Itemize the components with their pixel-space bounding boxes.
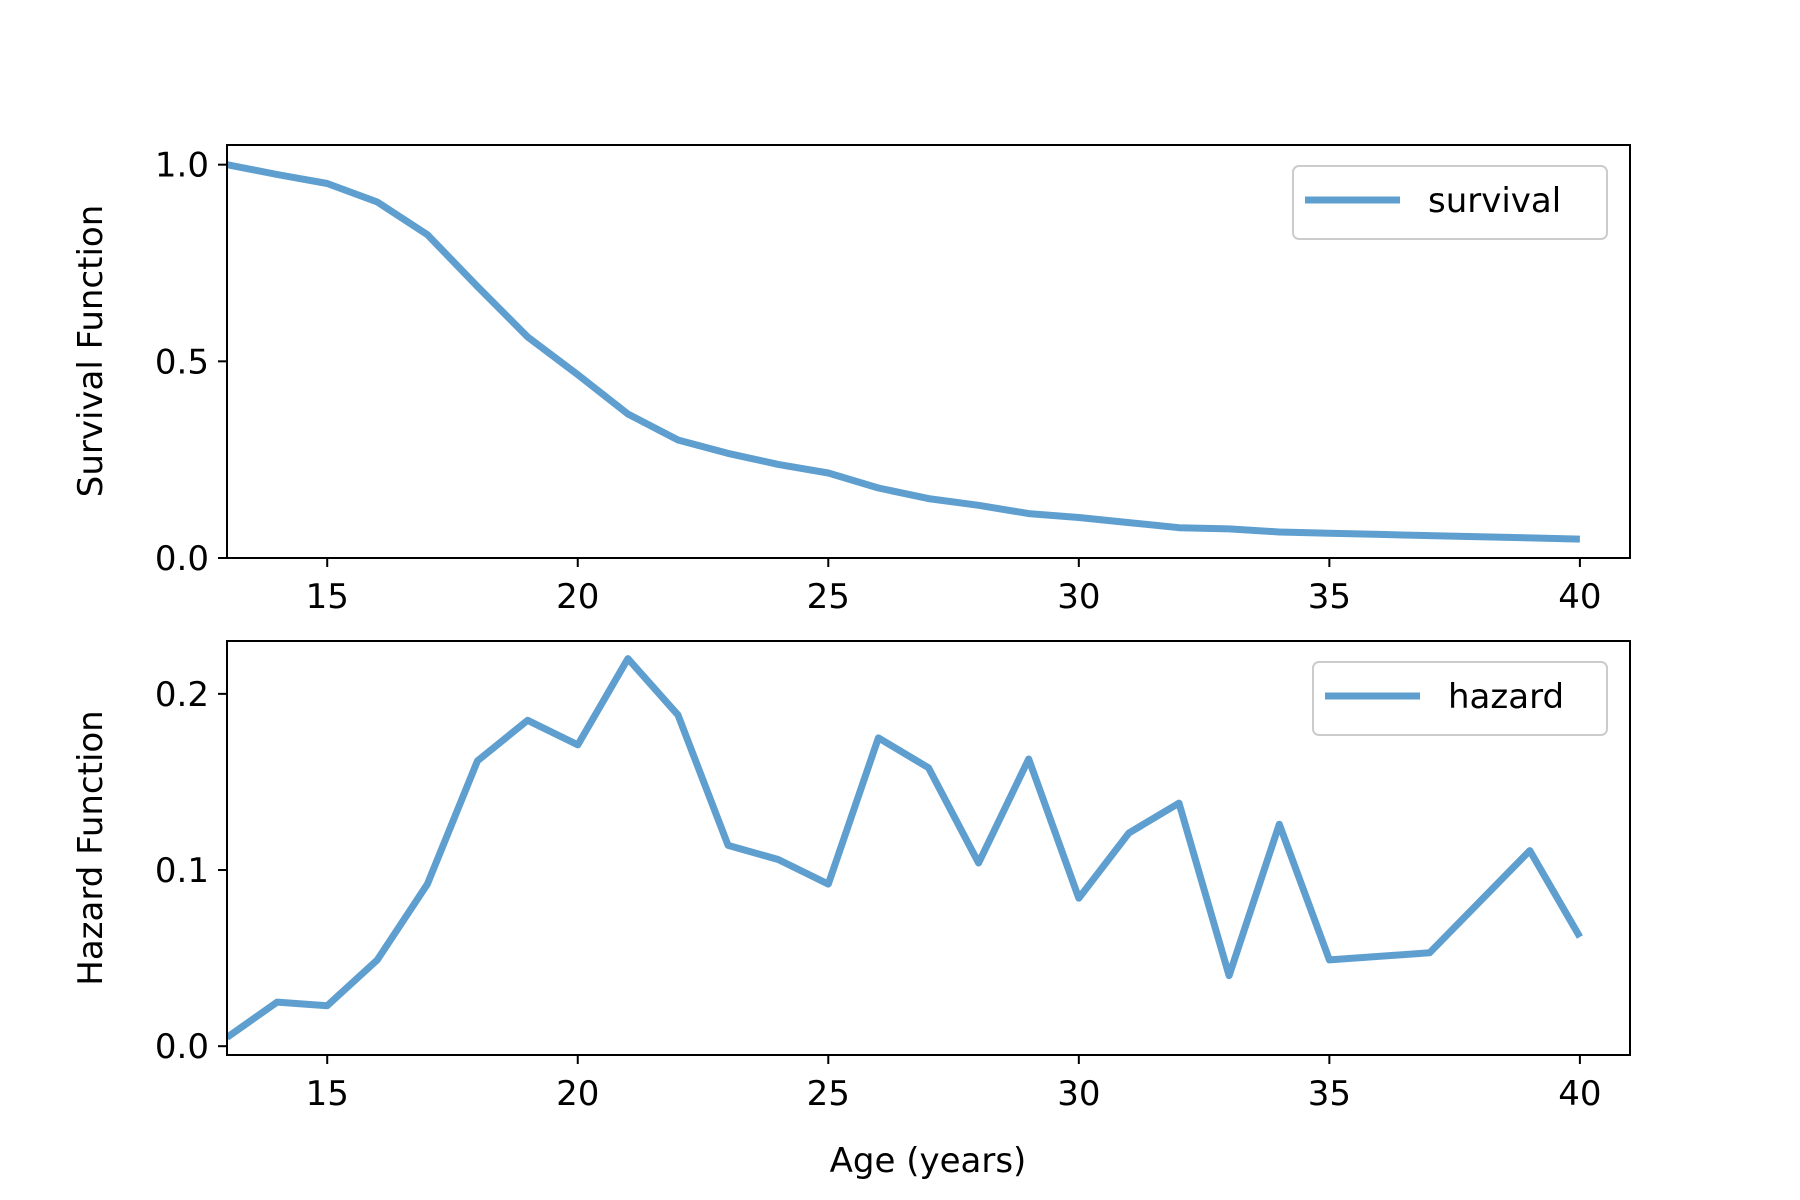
survival-x-tick-label: 20 <box>556 577 599 617</box>
survival-ticks: 15 20 25 30 35 40 0.0 0.5 1.0 <box>155 146 1602 617</box>
hazard-axes-frame <box>226 640 1631 1056</box>
survival-plot-area <box>227 161 1580 543</box>
survival-x-tick-label: 40 <box>1558 577 1601 617</box>
survival-y-tick-label: 0.5 <box>155 342 209 382</box>
survival-series-line <box>227 161 1580 543</box>
hazard-x-tick-label: 20 <box>556 1074 599 1114</box>
hazard-y-tick-label: 0.0 <box>155 1027 209 1067</box>
hazard-legend: hazard <box>1312 661 1608 736</box>
hazard-x-tick-label: 30 <box>1057 1074 1100 1114</box>
survival-x-tick-label: 25 <box>807 577 850 617</box>
hazard-plot-area <box>227 655 1583 1041</box>
survival-x-tick-label: 35 <box>1308 577 1351 617</box>
survival-y-tick-label: 0.0 <box>155 539 209 579</box>
survival-y-axis-label: Survival Function <box>71 205 111 498</box>
hazard-panel: 15 20 25 30 35 40 0.0 0.1 0.2 Hazard Function ha… <box>71 640 1631 1114</box>
survival-axes-frame <box>226 144 1631 559</box>
survival-x-tick-label: 30 <box>1057 577 1100 617</box>
hazard-y-tick-label: 0.1 <box>155 851 209 891</box>
x-axis-label: Age (years) <box>830 1141 1027 1181</box>
survival-x-tick-label: 15 <box>306 577 349 617</box>
survival-legend-label: survival <box>1428 181 1561 221</box>
hazard-legend-label: hazard <box>1448 677 1564 717</box>
survival-panel: 15 20 25 30 35 400.00.51.0 Survival Function … <box>71 144 1631 617</box>
hazard-x-tick-label: 40 <box>1558 1074 1601 1114</box>
survival-y-tick-label: 1.0 <box>155 146 209 186</box>
hazard-y-tick-label: 0.2 <box>155 675 209 715</box>
hazard-x-tick-label: 35 <box>1308 1074 1351 1114</box>
survival-legend-box <box>1292 165 1608 240</box>
hazard-x-tick-label: 25 <box>807 1074 850 1114</box>
hazard-y-axis-label: Hazard Function <box>71 710 111 985</box>
survival-legend: survival <box>1292 165 1608 240</box>
hazard-series-line <box>227 655 1583 1041</box>
hazard-legend-box <box>1312 661 1608 736</box>
hazard-ticks: 15 20 25 30 35 40 0.0 0.1 0.2 <box>155 675 1602 1114</box>
hazard-x-tick-label: 15 <box>306 1074 349 1114</box>
